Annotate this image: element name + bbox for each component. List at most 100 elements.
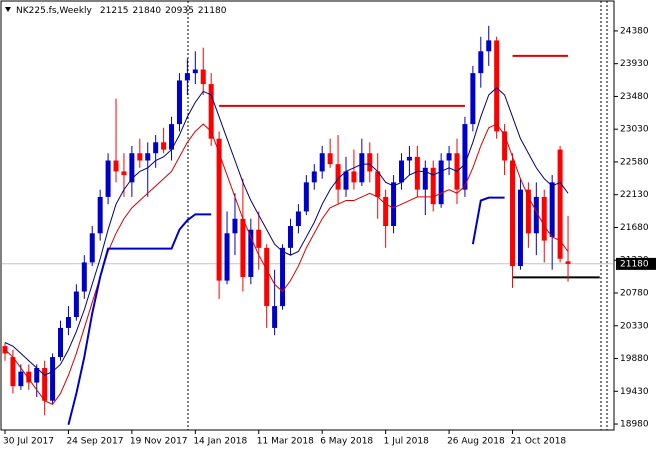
x-tick-label: 21 Oct 2018 [511, 437, 567, 447]
candle-body [145, 153, 151, 161]
candle-body [438, 160, 444, 205]
candle-body [121, 171, 127, 176]
candle-body [50, 357, 56, 401]
candle-body [232, 218, 238, 234]
candle-body [414, 156, 420, 190]
candle-body [510, 160, 516, 267]
candle-body [248, 229, 254, 277]
candle-body [200, 69, 206, 85]
candle-body [486, 40, 492, 52]
candle-body [272, 306, 278, 328]
y-tick-label: 22580 [620, 157, 649, 167]
candle-body [161, 142, 167, 150]
candle-body [287, 226, 293, 248]
candle-body [470, 73, 476, 125]
candle-body [10, 357, 16, 387]
candle-body [216, 138, 222, 281]
chart-title: NK225.fs,Weekly 21215 21840 20935 21180 [16, 6, 227, 16]
candle-body [399, 160, 404, 183]
candle-body [478, 51, 484, 74]
candle-body [367, 153, 373, 172]
y-tick-label: 19880 [620, 354, 649, 364]
candle-body [565, 261, 571, 264]
symbol: NK225.fs,Weekly [16, 6, 93, 16]
y-tick-label: 20780 [620, 288, 649, 298]
candle-body [422, 167, 428, 190]
candle-body [89, 233, 95, 263]
y-tick-label: 23480 [620, 92, 649, 102]
x-tick-label: 11 Mar 2018 [257, 437, 314, 447]
ohlc-value: 21840 [133, 6, 162, 16]
y-tick-label: 20330 [620, 321, 649, 331]
y-tick-label: 19430 [620, 387, 649, 397]
candle-body [343, 171, 349, 190]
candle-body [81, 262, 87, 292]
candle-body [256, 229, 262, 248]
y-tick-label: 22130 [620, 190, 649, 200]
candle-body [137, 153, 143, 161]
indicator-line [4, 87, 569, 376]
candle-body [383, 196, 389, 227]
indicator-line [67, 196, 505, 426]
candle-body [240, 218, 246, 277]
candle-body [153, 142, 159, 154]
x-tick-label: 30 Jul 2017 [3, 437, 54, 447]
price-tag-label: 21180 [620, 259, 649, 269]
candle-body [533, 196, 539, 234]
candle-body [494, 40, 500, 132]
candle-body [295, 211, 301, 227]
y-tick-label: 23930 [620, 59, 649, 69]
y-tick-label: 23030 [620, 125, 649, 135]
candle-body [462, 124, 468, 190]
candle-body [224, 233, 230, 281]
candle-body [264, 247, 270, 307]
candle-body [280, 247, 286, 307]
candle-body [517, 189, 523, 267]
candle-body [375, 171, 381, 197]
candle-body [176, 80, 182, 125]
candle-body [184, 73, 190, 81]
candle-body [335, 164, 341, 190]
y-tick-label: 24380 [620, 26, 649, 36]
candle-body [549, 182, 555, 237]
x-tick-label: 24 Sep 2017 [66, 437, 123, 447]
candle-body [525, 189, 531, 234]
candle-body [129, 153, 135, 183]
candle-body [18, 371, 24, 387]
candle-body [208, 84, 214, 139]
candle-body [430, 167, 436, 205]
candle-body [58, 327, 64, 358]
candle-body [391, 182, 397, 227]
ohlc-value: 20935 [165, 6, 194, 16]
x-tick-label: 14 Jan 2018 [193, 437, 247, 447]
candle-body [446, 153, 452, 161]
candle-body [73, 291, 79, 318]
candle-body [502, 131, 508, 161]
candle-body [65, 317, 71, 328]
header: NK225.fs,Weekly 21215 21840 20935 21180 [16, 6, 227, 16]
candle-body [169, 124, 175, 150]
candle-body [192, 69, 198, 74]
ohlc-value: 21215 [100, 6, 129, 16]
y-tick-label: 18980 [620, 420, 649, 430]
x-tick-label: 19 Nov 2017 [130, 437, 188, 447]
x-tick-label: 1 Jul 2018 [384, 437, 429, 447]
x-tick-label: 6 May 2018 [320, 437, 373, 447]
candle-body [319, 153, 325, 172]
price-tag [616, 257, 656, 270]
candle-body [311, 171, 317, 183]
candle-body [359, 153, 365, 183]
candle-body [97, 196, 103, 234]
candle-body [557, 149, 563, 259]
y-tick-label: 21680 [620, 223, 649, 233]
candle-body [26, 371, 32, 383]
candle-body [303, 182, 309, 212]
candle-body [541, 196, 547, 241]
candle-body [42, 367, 48, 401]
candle-body [34, 367, 40, 383]
candle-body [406, 156, 412, 161]
candle-body [113, 160, 119, 172]
candle-body [351, 171, 357, 183]
